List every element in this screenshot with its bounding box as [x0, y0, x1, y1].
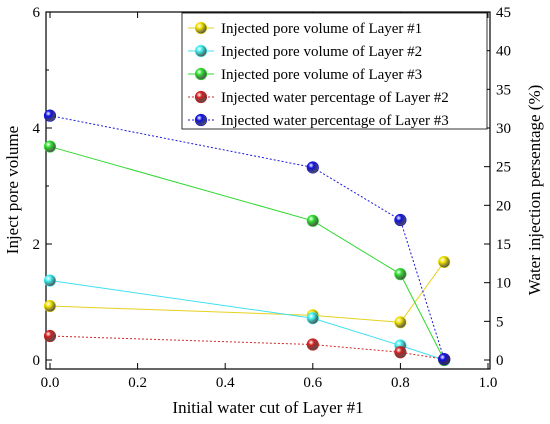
data-point — [306, 312, 319, 325]
y-axis-label: Inject pore volume — [3, 126, 22, 254]
data-point — [43, 274, 57, 287]
x-tick-label: 0.2 — [128, 375, 147, 391]
legend-label: Injected water percentage of Layer #3 — [221, 113, 449, 129]
data-point — [306, 338, 319, 351]
y2-tick-label: 45 — [496, 5, 511, 21]
y-tick-label: 6 — [33, 5, 41, 21]
series-line — [49, 280, 445, 361]
y2-tick-label: 15 — [496, 237, 511, 253]
y-tick-label: 0 — [33, 353, 41, 369]
legend-label: Injected water percentage of Layer #2 — [221, 90, 449, 106]
data-point — [43, 109, 57, 122]
series-layer — [43, 109, 451, 367]
y-tick-label: 4 — [33, 121, 41, 137]
legend: Injected pore volume of Layer #1 Injected… — [181, 12, 488, 130]
y2-tick-label: 25 — [496, 160, 511, 176]
y2-tick-label: 5 — [496, 314, 504, 330]
legend-label: Injected pore volume of Layer #3 — [221, 67, 422, 83]
series-line — [49, 261, 445, 323]
data-point — [438, 353, 451, 366]
y2-axis-label: Water injection persentage (%) — [525, 85, 544, 296]
data-point — [394, 346, 407, 359]
y2-tick-label: 30 — [496, 121, 511, 137]
legend-box — [181, 12, 488, 130]
plot-frame — [45, 11, 491, 370]
series-line — [49, 146, 445, 361]
data-point — [43, 140, 57, 153]
legend-marker — [194, 113, 208, 127]
x-tick-label: 0.6 — [303, 375, 322, 391]
data-point — [306, 214, 319, 227]
data-point — [438, 255, 451, 269]
y2-tick-label: 35 — [496, 82, 511, 98]
data-point — [306, 161, 319, 174]
series-line — [49, 115, 445, 360]
legend-marker — [194, 44, 208, 58]
x-tick-label: 0.0 — [41, 375, 60, 391]
series-line — [49, 335, 445, 360]
data-point — [394, 316, 407, 329]
data-point — [394, 268, 407, 281]
data-point — [394, 213, 407, 227]
y2-tick-label: 40 — [496, 44, 511, 60]
legend-marker — [194, 90, 208, 104]
y-tick-label: 2 — [33, 237, 41, 253]
y2-tick-label: 0 — [496, 353, 504, 369]
legend-label: Injected pore volume of Layer #1 — [221, 21, 422, 37]
data-point — [43, 329, 57, 343]
y2-tick-label: 20 — [496, 198, 511, 214]
x-axis-label: Initial water cut of Layer #1 — [172, 398, 363, 417]
x-tick-label: 0.4 — [216, 375, 235, 391]
data-point — [43, 299, 57, 313]
x-tick-label: 0.8 — [391, 375, 410, 391]
legend-marker — [194, 21, 208, 35]
y2-tick-label: 10 — [496, 276, 511, 292]
axis-ticks: 0.0 0.2 0.4 0.6 0.8 1.0 0 2 4 6 0 5 10 15 20 25 30 35 40 45 — [33, 5, 512, 391]
x-tick-label: 1.0 — [479, 375, 498, 391]
legend-label: Injected pore volume of Layer #2 — [221, 44, 422, 60]
legend-marker — [194, 67, 208, 81]
